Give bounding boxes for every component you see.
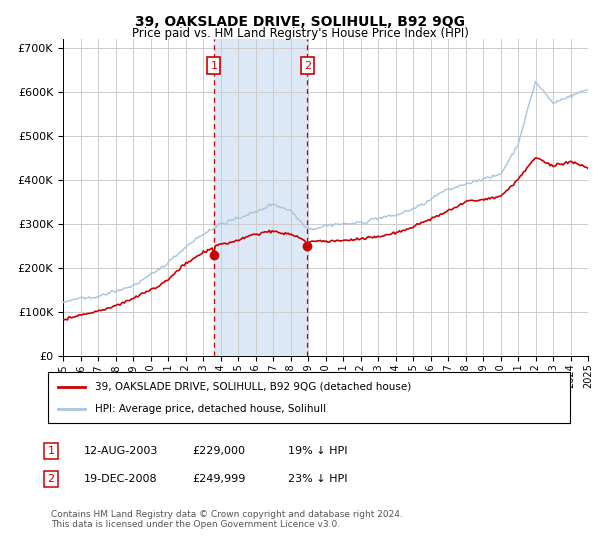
Text: 19% ↓ HPI: 19% ↓ HPI [288, 446, 347, 456]
Text: 39, OAKSLADE DRIVE, SOLIHULL, B92 9QG (detached house): 39, OAKSLADE DRIVE, SOLIHULL, B92 9QG (d… [95, 381, 411, 391]
Text: 12-AUG-2003: 12-AUG-2003 [84, 446, 158, 456]
Bar [214, 39, 307, 356]
Text: 1: 1 [47, 446, 55, 456]
Text: £229,000: £229,000 [192, 446, 245, 456]
Text: 2: 2 [47, 474, 55, 484]
Text: HPI: Average price, detached house, Solihull: HPI: Average price, detached house, Soli… [95, 404, 326, 414]
Text: £249,999: £249,999 [192, 474, 245, 484]
Text: Contains HM Land Registry data © Crown copyright and database right 2024.
This d: Contains HM Land Registry data © Crown c… [51, 510, 403, 529]
Text: 19-DEC-2008: 19-DEC-2008 [84, 474, 158, 484]
Text: 1: 1 [211, 60, 217, 71]
Text: 2: 2 [304, 60, 311, 71]
Text: 23% ↓ HPI: 23% ↓ HPI [288, 474, 347, 484]
Text: Price paid vs. HM Land Registry's House Price Index (HPI): Price paid vs. HM Land Registry's House … [131, 27, 469, 40]
Text: 39, OAKSLADE DRIVE, SOLIHULL, B92 9QG: 39, OAKSLADE DRIVE, SOLIHULL, B92 9QG [135, 15, 465, 29]
